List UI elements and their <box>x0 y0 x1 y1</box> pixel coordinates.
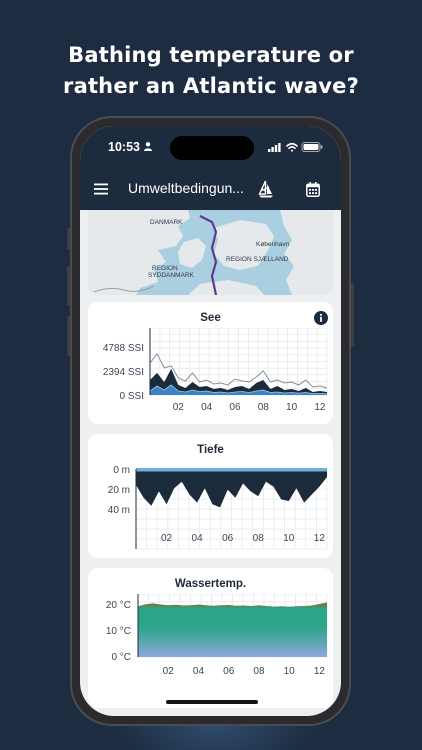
series-max-line <box>149 352 328 389</box>
battery-icon <box>301 142 323 152</box>
chart-tiefe[interactable]: 0 m 20 m 40 m 02 04 06 08 10 12 <box>88 460 333 558</box>
map-label-syddanmark-2: SYDDANMARK <box>148 272 195 279</box>
x-tick-label: 04 <box>192 533 204 544</box>
x-tick-label: 02 <box>163 666 175 677</box>
x-tick-label: 08 <box>253 666 265 677</box>
home-indicator <box>166 700 258 704</box>
x-tick-label: 12 <box>314 402 326 413</box>
series-low-area <box>150 385 327 395</box>
headline-line-2: rather an Atlantic wave? <box>63 74 359 98</box>
map-label-sjaelland: REGION SJÆLLAND <box>226 256 289 263</box>
series-mid-area <box>150 368 327 395</box>
x-tick-label: 06 <box>222 533 234 544</box>
x-tick-label: 08 <box>253 533 265 544</box>
chart-title-wassertemp: Wassertemp. <box>174 578 247 590</box>
map-label-syddanmark-1: REGION <box>152 265 178 272</box>
y-tick-label: 10 °C <box>106 626 131 637</box>
map-land-funen <box>178 238 206 268</box>
map-label-kobenhavn: København <box>256 241 290 248</box>
x-tick-label: 04 <box>193 666 205 677</box>
headline-line-1: Bathing temperature or <box>68 43 354 67</box>
menu-icon[interactable] <box>94 183 108 195</box>
y-tick-label: 40 m <box>108 505 130 516</box>
signal-icon <box>268 143 281 152</box>
map-land-jutland <box>88 210 190 295</box>
x-tick-label: 06 <box>223 666 235 677</box>
info-icon[interactable] <box>314 311 328 325</box>
phone-screen: 10:53 <box>80 126 341 716</box>
phone-frame: 10:53 <box>67 116 354 726</box>
chart-title-see: See <box>200 312 221 324</box>
y-tick-label: 0 SSI <box>120 391 144 402</box>
series-low-line <box>149 384 328 395</box>
map-route-line <box>199 215 218 295</box>
x-tick-label: 02 <box>161 533 173 544</box>
phone-volume-up <box>67 266 70 306</box>
status-bar: 10:53 <box>80 126 341 170</box>
y-tick-label: 20 m <box>108 485 130 496</box>
map-border <box>93 285 155 293</box>
x-tick-label: 02 <box>173 402 185 413</box>
chart-see[interactable]: 4788 SSI 2394 SSI 0 SSI 02 04 06 08 10 12 <box>88 328 333 424</box>
x-tick-label: 04 <box>201 402 213 413</box>
chart-card-tiefe: Tiefe 0 m 20 m 40 m 02 04 06 08 10 12 <box>88 434 333 558</box>
status-time: 10:53 <box>108 140 140 154</box>
x-tick-label: 10 <box>286 402 298 413</box>
map-land-zealand <box>214 220 274 270</box>
phone-volume-down <box>67 316 70 356</box>
phone-side-button <box>67 228 70 250</box>
dynamic-island <box>170 136 254 160</box>
route-map[interactable]: DANMARK København REGION SJÆLLAND REGION… <box>88 210 333 295</box>
map-land-sweden <box>280 210 333 295</box>
y-tick-label: 0 m <box>113 465 130 476</box>
app-title: Umweltbedingun... <box>128 180 244 196</box>
y-tick-label: 4788 SSI <box>103 343 144 354</box>
map-label-danmark: DANMARK <box>150 219 183 226</box>
y-tick-label: 0 °C <box>111 652 131 663</box>
calendar-icon[interactable] <box>306 182 320 197</box>
phone-power-button <box>351 283 354 347</box>
ship-icon[interactable] <box>258 180 274 198</box>
series-temp-area <box>138 602 327 657</box>
series-depth-area <box>136 469 327 508</box>
app-bar: Umweltbedingun... <box>80 170 341 210</box>
map-canvas: DANMARK København REGION SJÆLLAND REGION… <box>88 210 333 295</box>
y-tick-label: 2394 SSI <box>103 367 144 378</box>
person-icon <box>144 142 152 151</box>
status-icons <box>268 142 323 152</box>
marketing-headline: Bathing temperature or rather an Atlanti… <box>0 40 422 102</box>
x-tick-label: 08 <box>258 402 270 413</box>
map-land-lolland <box>188 280 264 295</box>
chart-card-see: See 4788 SSI 2394 SSI 0 SSI 02 04 06 08 10 12 <box>88 302 333 424</box>
x-tick-label: 12 <box>314 666 326 677</box>
chart-card-wassertemp: Wassertemp. 20 °C 10 °C 0 °C 02 04 06 08 10 1… <box>88 568 333 708</box>
x-tick-label: 06 <box>229 402 241 413</box>
water-surface-band <box>136 468 327 472</box>
wifi-icon <box>286 142 298 152</box>
x-tick-label: 10 <box>284 666 296 677</box>
chart-wassertemp[interactable]: 20 °C 10 °C 0 °C 02 04 06 08 10 12 <box>88 594 333 698</box>
x-tick-label: 12 <box>314 533 326 544</box>
chart-title-tiefe: Tiefe <box>197 444 224 456</box>
y-tick-label: 20 °C <box>106 600 131 611</box>
x-tick-label: 10 <box>283 533 295 544</box>
